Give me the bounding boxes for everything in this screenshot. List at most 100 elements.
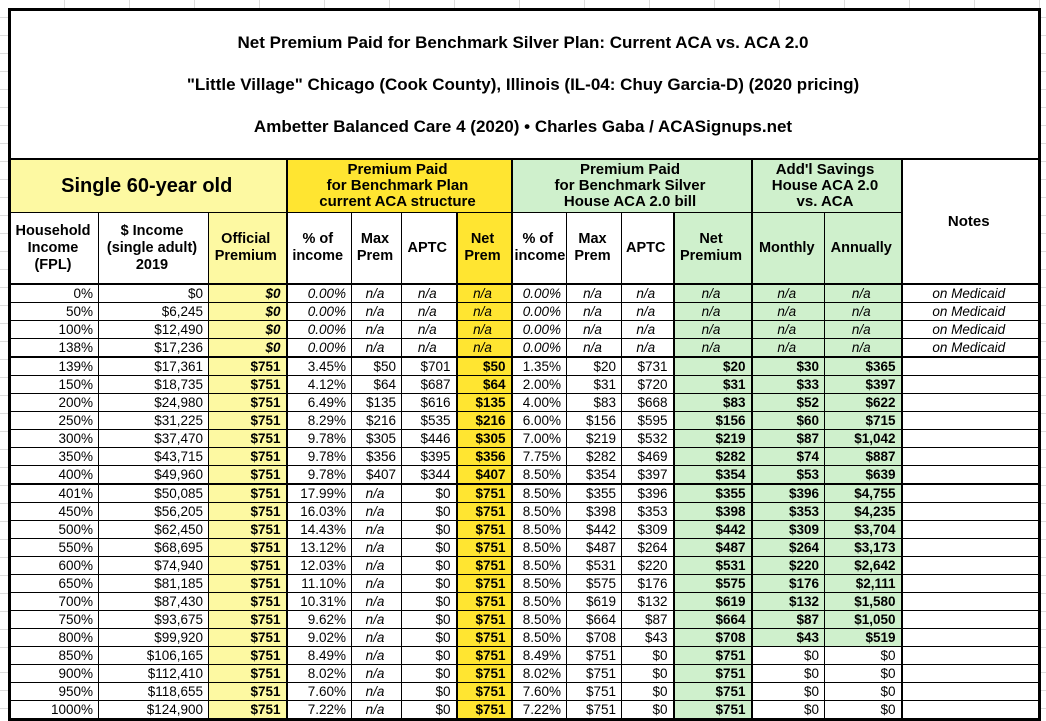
cell-aca-pct-income: 9.78%	[285, 429, 352, 448]
table-row: 350% $43,715 $751 9.78% $356 $395 $356 7.75% $28…	[9, 447, 1040, 466]
cell-aca-aptc: $616	[401, 393, 457, 412]
cell-income: $49,960	[98, 465, 209, 485]
cell-official-premium: $751	[208, 592, 287, 611]
cell-savings-annually: n/a	[824, 283, 902, 303]
cell-aca-pct-income: 0.00%	[285, 338, 352, 358]
table-row: 200% $24,980 $751 6.49% $135 $616 $135 4.00% $83…	[9, 393, 1040, 412]
cell-aca2-max-prem: $282	[566, 447, 622, 466]
cell-note	[900, 682, 1040, 701]
cell-income: $17,361	[98, 356, 209, 376]
cell-aca2-aptc: $220	[621, 556, 674, 575]
cell-fpl: 350%	[9, 447, 99, 466]
cell-aca-max-prem: n/a	[351, 646, 402, 665]
cell-income: $112,410	[98, 664, 209, 683]
cell-income: $118,655	[98, 682, 209, 701]
cell-aca-pct-income: 8.02%	[285, 664, 352, 683]
table-row: 250% $31,225 $751 8.29% $216 $535 $216 6.00% $15…	[9, 411, 1040, 430]
cell-fpl: 800%	[9, 628, 99, 647]
cell-aca2-aptc: $0	[621, 682, 674, 701]
cell-income: $24,980	[98, 393, 209, 412]
cell-official-premium: $751	[208, 646, 287, 665]
cell-fpl: 139%	[9, 356, 99, 376]
cell-aca-aptc: n/a	[401, 302, 457, 321]
cell-fpl: 550%	[9, 538, 99, 557]
cell-official-premium: $751	[208, 375, 287, 394]
cell-note	[900, 375, 1040, 394]
cell-aca2-net-premium: n/a	[672, 338, 752, 358]
cell-aca-pct-income: 7.60%	[285, 682, 352, 701]
column-header-income: $ Income (single adult) 2019	[98, 212, 209, 285]
cell-income: $12,490	[98, 320, 209, 339]
cell-aca2-pct-income: 8.50%	[510, 628, 567, 647]
cell-aca2-max-prem: $751	[566, 664, 622, 683]
cell-fpl: 250%	[9, 411, 99, 430]
cell-aca-max-prem: $216	[351, 411, 402, 430]
cell-aca2-aptc: $309	[621, 520, 674, 539]
cell-fpl: 700%	[9, 592, 99, 611]
cell-aca2-max-prem: $575	[566, 574, 622, 593]
cell-aca2-pct-income: 7.22%	[510, 700, 567, 720]
cell-income: $93,675	[98, 610, 209, 629]
cell-official-premium: $751	[208, 465, 287, 485]
cell-note	[900, 447, 1040, 466]
cell-income: $106,165	[98, 646, 209, 665]
cell-aca-pct-income: 8.29%	[285, 411, 352, 430]
cell-savings-annually: $639	[824, 465, 902, 485]
column-header-row: Household Income (FPL) $ Income (single …	[9, 212, 1040, 285]
table-row: 700% $87,430 $751 10.31% n/a $0 $751 8.50% $619 $…	[9, 592, 1040, 611]
cell-fpl: 0%	[9, 283, 99, 303]
cell-aca2-pct-income: 8.50%	[510, 465, 567, 485]
cell-aca-aptc: $395	[401, 447, 457, 466]
cell-income: $99,920	[98, 628, 209, 647]
table-row: 500% $62,450 $751 14.43% n/a $0 $751 8.50% $442 $…	[9, 520, 1040, 539]
cell-aca-pct-income: 0.00%	[285, 283, 352, 303]
cell-savings-annually: n/a	[824, 302, 902, 321]
cell-aca-max-prem: n/a	[351, 700, 402, 720]
cell-aca-max-prem: n/a	[351, 338, 402, 358]
cell-official-premium: $751	[208, 483, 287, 503]
cell-savings-annually: $4,235	[824, 502, 902, 521]
table-row: 650% $81,185 $751 11.10% n/a $0 $751 8.50% $575 $…	[9, 574, 1040, 593]
cell-aca-net-prem: $751	[455, 502, 512, 521]
cell-note	[900, 628, 1040, 647]
cell-aca-pct-income: 8.49%	[285, 646, 352, 665]
cell-aca2-aptc: n/a	[621, 283, 674, 303]
cell-savings-annually: n/a	[824, 320, 902, 339]
table-row: 900% $112,410 $751 8.02% n/a $0 $751 8.02% $751 $…	[9, 664, 1040, 683]
cell-aca-pct-income: 14.43%	[285, 520, 352, 539]
cell-aca-pct-income: 7.22%	[285, 700, 352, 720]
column-header-aca-net-prem: Net Prem	[455, 212, 512, 285]
cell-savings-annually: $0	[824, 700, 902, 720]
cell-aca2-aptc: $132	[621, 592, 674, 611]
column-header-aca-pct-income: % of income	[285, 212, 352, 285]
cell-aca2-pct-income: 8.50%	[510, 483, 567, 503]
column-header-monthly: Monthly	[750, 212, 825, 285]
cell-aca-net-prem: $135	[455, 393, 512, 412]
cell-aca-net-prem: n/a	[455, 320, 512, 339]
cell-aca-net-prem: $751	[455, 483, 512, 503]
cell-official-premium: $751	[208, 700, 287, 720]
column-header-official-premium: Official Premium	[208, 212, 287, 285]
cell-aca2-max-prem: $355	[566, 483, 622, 503]
cell-aca2-aptc: $176	[621, 574, 674, 593]
cell-aca2-aptc: $353	[621, 502, 674, 521]
cell-aca2-aptc: $532	[621, 429, 674, 448]
cell-aca-aptc: $535	[401, 411, 457, 430]
cell-aca2-pct-income: 0.00%	[510, 302, 567, 321]
cell-aca2-max-prem: n/a	[566, 302, 622, 321]
cell-aca-aptc: n/a	[401, 320, 457, 339]
cell-income: $81,185	[98, 574, 209, 593]
cell-income: $37,470	[98, 429, 209, 448]
cell-aca-max-prem: n/a	[351, 574, 402, 593]
cell-savings-annually: n/a	[824, 338, 902, 358]
cell-aca2-pct-income: 8.50%	[510, 610, 567, 629]
cell-fpl: 600%	[9, 556, 99, 575]
cell-savings-annually: $0	[824, 646, 902, 665]
cell-official-premium: $751	[208, 393, 287, 412]
table-row: 50% $6,245 $0 0.00% n/a n/a n/a 0.00% n/a n/a n/a n…	[9, 302, 1040, 321]
cell-official-premium: $751	[208, 447, 287, 466]
cell-savings-annually: $622	[824, 393, 902, 412]
cell-aca2-pct-income: 4.00%	[510, 393, 567, 412]
cell-aca-pct-income: 10.31%	[285, 592, 352, 611]
cell-aca2-net-premium: $487	[672, 538, 752, 557]
